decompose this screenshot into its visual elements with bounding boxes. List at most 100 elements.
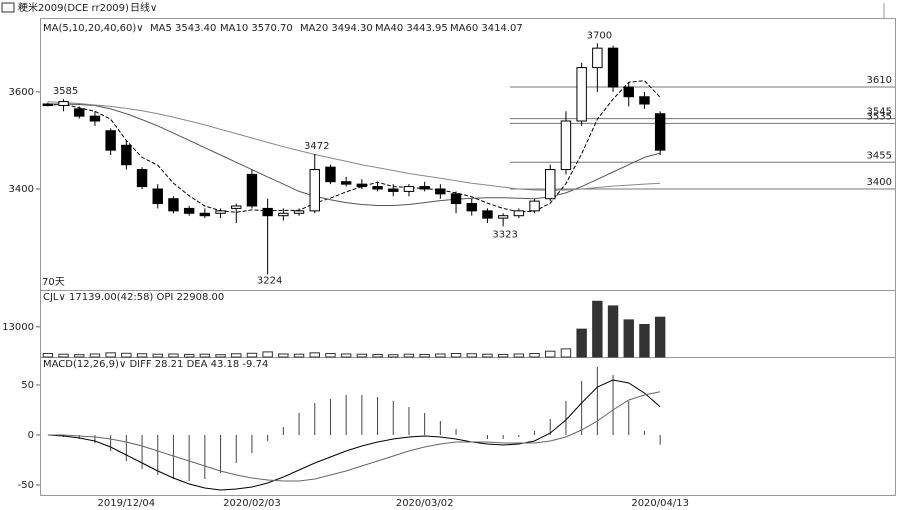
y-tick-label: 3600	[9, 87, 34, 98]
extreme-label: 3224	[257, 275, 282, 286]
extreme-label: 3323	[492, 229, 517, 240]
volume-bar	[74, 354, 85, 358]
volume-bar	[215, 354, 226, 358]
volume-bar	[231, 353, 242, 358]
volume-bar	[136, 353, 148, 358]
legend-item: MA60 3414.07	[450, 23, 523, 34]
volume-bar	[497, 353, 509, 358]
title: 粳米2009(DCE rr2009)	[18, 1, 129, 14]
volume-bar	[450, 353, 462, 358]
candle-body	[215, 210, 226, 214]
x-tick-label: 2020/03/02	[396, 498, 454, 509]
diff-line	[47, 379, 661, 491]
volume-bar	[639, 324, 650, 358]
volume-bar	[607, 305, 619, 358]
volume-bar	[340, 353, 352, 358]
y-tick-label: 13000	[2, 322, 34, 333]
candle-body	[183, 207, 195, 214]
x-tick-label: 2020/04/13	[631, 498, 689, 509]
candle-body	[325, 166, 336, 183]
y-tick-label: 0	[28, 430, 34, 441]
y-tick-label: 3400	[9, 184, 34, 195]
legend-item: MA5 3543.40	[150, 23, 216, 34]
volume-bar	[372, 353, 383, 358]
volume-bar	[246, 352, 258, 358]
volume-bar	[121, 352, 132, 358]
volume-bar	[183, 353, 195, 358]
volume-bar	[560, 348, 572, 358]
extreme-label: 3585	[53, 86, 78, 97]
volume-bar	[403, 353, 415, 358]
candle-body	[136, 169, 148, 188]
volume-bar	[168, 353, 179, 358]
candle-body	[607, 47, 619, 88]
candle-body	[340, 181, 352, 185]
candle-body	[654, 113, 666, 151]
candle-body	[199, 212, 211, 217]
candle-body	[278, 212, 289, 217]
volume-bar	[152, 353, 163, 358]
candle-body	[482, 210, 493, 219]
volume-bar	[435, 353, 446, 358]
level-label: 3455	[867, 150, 892, 161]
candle-body	[105, 130, 116, 151]
volume-bar	[293, 353, 305, 358]
ma-line	[47, 101, 661, 191]
candle-body	[89, 115, 101, 122]
candle-body	[529, 200, 540, 212]
volume-bar	[388, 354, 399, 358]
level-label: 3545	[867, 107, 892, 118]
candle-body	[403, 186, 415, 192]
corner-label: 70天	[42, 277, 65, 288]
candle-body	[513, 210, 525, 217]
volume-bar	[419, 353, 430, 358]
candle-body	[42, 103, 54, 106]
ma-line	[47, 80, 661, 213]
dea-line	[47, 391, 661, 482]
volume-bar	[89, 353, 101, 358]
candle-body	[450, 193, 462, 205]
volume-bar	[654, 316, 666, 358]
volume-bar	[545, 350, 556, 358]
volume-bar	[466, 353, 477, 358]
indicator-label: MACD(12,26,9)∨ DIFF 28.21 DEA 43.18 -9.7…	[43, 359, 268, 370]
y-tick-label: 50	[21, 380, 34, 391]
candle-body	[262, 207, 273, 217]
candle-body	[372, 186, 383, 190]
candle-body	[560, 120, 572, 171]
legend-item: MA20 3494.30	[300, 23, 373, 34]
volume-bar	[199, 353, 211, 358]
window-icon	[1, 2, 15, 13]
level-label: 3535	[867, 111, 892, 122]
candle-body	[388, 188, 399, 192]
candle-body	[231, 205, 242, 209]
candle-body	[58, 101, 69, 106]
candle-body	[592, 47, 603, 69]
volume-bar	[42, 353, 54, 358]
candle-body	[435, 188, 446, 195]
candle-body	[121, 144, 132, 166]
legend-item: MA10 3570.70	[220, 23, 293, 34]
candle-body	[74, 108, 85, 117]
volume-bar	[513, 353, 525, 358]
candle-body	[623, 86, 634, 98]
volume-bar	[278, 353, 289, 358]
indicator-label: MA(5,10,20,40,60)∨	[43, 23, 144, 34]
candle-body	[168, 198, 179, 212]
candle-body	[309, 169, 320, 212]
volume-bar	[309, 352, 320, 358]
x-tick-label: 2019/12/04	[98, 498, 156, 509]
volume-bar	[325, 353, 336, 358]
level-label: 3400	[867, 177, 892, 188]
x-tick-label: 2020/02/03	[223, 498, 281, 509]
volume-bar	[529, 353, 540, 358]
candle-body	[356, 183, 368, 188]
period[interactable]: 日线∨	[130, 1, 157, 14]
volume-bar	[356, 353, 368, 358]
legend-item: MA40 3443.95	[375, 23, 448, 34]
candle-body	[545, 169, 556, 200]
volume-bar	[592, 300, 603, 358]
candle-body	[246, 173, 258, 207]
